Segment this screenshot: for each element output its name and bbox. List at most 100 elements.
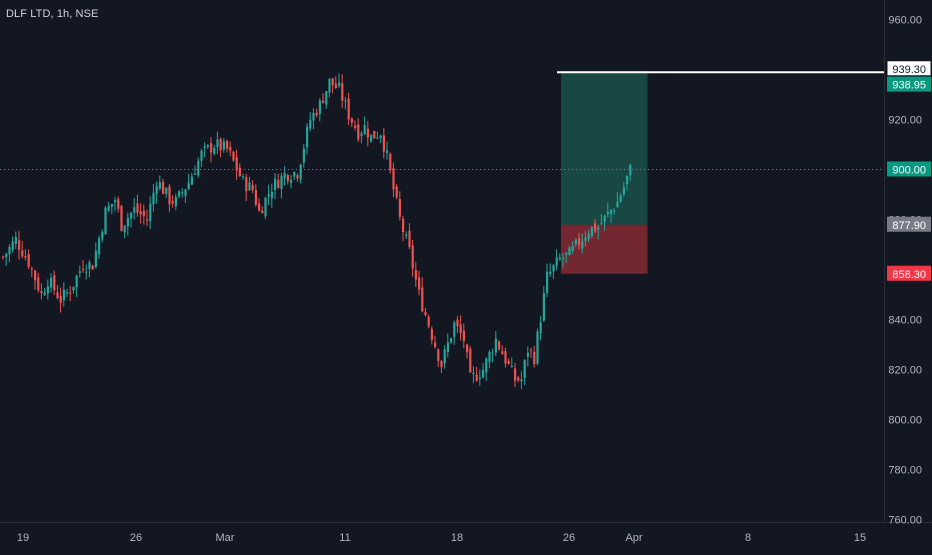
- candle: [315, 108, 318, 118]
- candle-body: [59, 296, 62, 303]
- candle-body: [104, 207, 107, 235]
- candle-body: [94, 250, 97, 267]
- candle: [523, 359, 526, 386]
- candle: [325, 91, 328, 110]
- candle: [146, 209, 149, 226]
- candle-body: [402, 218, 405, 233]
- candle-body: [197, 160, 200, 176]
- candle: [555, 249, 558, 271]
- price-tick-label: 920.00: [888, 115, 922, 127]
- candle-body: [53, 275, 56, 291]
- candle: [450, 337, 453, 344]
- candle-body: [613, 210, 616, 212]
- candle-body: [510, 365, 513, 367]
- candle-body: [568, 247, 571, 256]
- candle: [190, 172, 193, 186]
- candle: [142, 204, 145, 225]
- time-tick-label: 8: [745, 532, 751, 544]
- candle: [27, 249, 30, 270]
- candle: [158, 175, 161, 191]
- candle: [88, 259, 91, 278]
- candle: [482, 363, 485, 379]
- candle: [360, 130, 363, 144]
- candle: [216, 131, 219, 155]
- candle: [194, 165, 197, 176]
- candle-body: [8, 246, 11, 255]
- candle: [222, 137, 225, 153]
- entry-price-label-bg: [887, 216, 931, 232]
- candle: [11, 236, 14, 253]
- candle: [546, 263, 549, 298]
- candle: [488, 349, 491, 369]
- candle: [456, 316, 459, 333]
- candle-body: [62, 289, 65, 301]
- candle-body: [350, 118, 353, 123]
- candle: [578, 233, 581, 251]
- candle: [296, 173, 299, 182]
- candle: [299, 163, 302, 184]
- time-tick-label: 15: [854, 532, 866, 544]
- candle-body: [235, 157, 238, 171]
- candle: [258, 198, 261, 212]
- candle-body: [322, 100, 325, 103]
- candle: [120, 205, 123, 232]
- candle: [626, 175, 629, 191]
- candle-body: [270, 191, 273, 198]
- candle: [379, 134, 382, 143]
- candle-body: [155, 186, 158, 194]
- candle-body: [254, 189, 257, 205]
- candle: [139, 203, 142, 224]
- candle: [232, 150, 235, 162]
- candle: [274, 172, 277, 200]
- candle: [37, 272, 40, 293]
- candle: [197, 157, 200, 178]
- candle: [165, 187, 168, 198]
- candle-body: [184, 189, 187, 196]
- candle: [50, 273, 53, 293]
- candle: [174, 193, 177, 211]
- candle: [226, 139, 229, 153]
- candle: [40, 283, 43, 300]
- candle: [72, 286, 75, 294]
- price-tick-label: 800.00: [888, 415, 922, 427]
- candle: [590, 226, 593, 239]
- candle: [357, 118, 360, 142]
- candle-body: [178, 191, 181, 197]
- candle: [392, 162, 395, 198]
- target-price-label-text: 939.30: [892, 64, 926, 76]
- candle-body: [558, 257, 561, 260]
- candle-body: [139, 211, 142, 215]
- candle-body: [344, 100, 347, 102]
- price-tick-label: 780.00: [888, 465, 922, 477]
- candle: [430, 326, 433, 345]
- candle: [18, 230, 21, 260]
- candle: [594, 218, 597, 234]
- candle: [347, 92, 350, 126]
- candle: [94, 242, 97, 269]
- candle: [395, 184, 398, 200]
- candle: [600, 214, 603, 225]
- candle: [286, 173, 289, 185]
- candle: [507, 358, 510, 366]
- candle-body: [101, 231, 104, 240]
- candle-body: [312, 112, 315, 121]
- profit-zone: [561, 71, 648, 225]
- candle: [155, 181, 158, 204]
- candle: [517, 375, 520, 383]
- candle-body: [40, 291, 43, 293]
- candle-body: [405, 234, 408, 236]
- candle: [501, 345, 504, 355]
- candle: [491, 348, 494, 363]
- candle: [235, 149, 238, 180]
- time-tick-label: 18: [451, 532, 463, 544]
- candle: [184, 188, 187, 204]
- candle-body: [206, 144, 209, 147]
- candle-body: [165, 187, 168, 194]
- candle: [56, 284, 59, 300]
- candle: [251, 180, 254, 194]
- candle-body: [520, 379, 523, 382]
- stop-price-label: 858.30: [887, 265, 931, 281]
- candle-body: [30, 268, 33, 270]
